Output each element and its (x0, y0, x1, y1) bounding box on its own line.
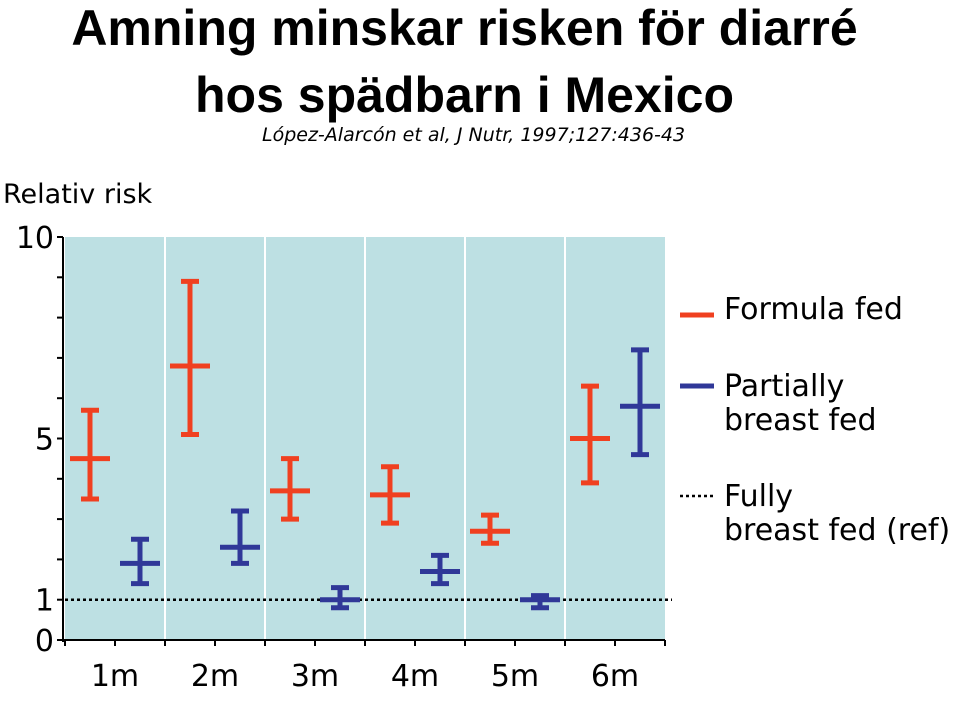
legend-label-partially-breast-fed: Partially breast fed (724, 370, 877, 438)
y-tick-label: 10 (16, 221, 54, 256)
chart-subtitle: López-Alarcón et al, J Nutr, 1997;127:43… (262, 124, 686, 146)
x-category-label: 5m (491, 659, 539, 694)
legend-label-formula-fed: Formula fed (724, 293, 903, 327)
x-category-label: 1m (91, 659, 139, 694)
chart-title-line-2: hos spädbarn i Mexico (194, 67, 734, 123)
x-category-label: 4m (391, 659, 439, 694)
y-tick-label: 1 (35, 584, 54, 619)
x-category-label: 3m (291, 659, 339, 694)
x-category-label: 6m (591, 659, 639, 694)
legend-label-fully-breast-fed: Fully breast fed (ref) (724, 480, 950, 548)
y-axis-label: Relativ risk (3, 179, 153, 210)
legend-partial-line-1: Partially (724, 369, 845, 404)
legend-fully-line-2: breast fed (ref) (724, 512, 951, 548)
y-tick-label: 0 (35, 624, 54, 659)
x-category-label: 2m (191, 659, 239, 694)
chart-title-line-1: Amning minskar risken för diarré (71, 0, 858, 56)
y-tick-label: 5 (35, 423, 54, 458)
legend-partial-line-2: breast fed (724, 402, 877, 438)
legend-formula-text: Formula fed (724, 292, 903, 327)
legend-fully-line-1: Fully (724, 479, 794, 514)
